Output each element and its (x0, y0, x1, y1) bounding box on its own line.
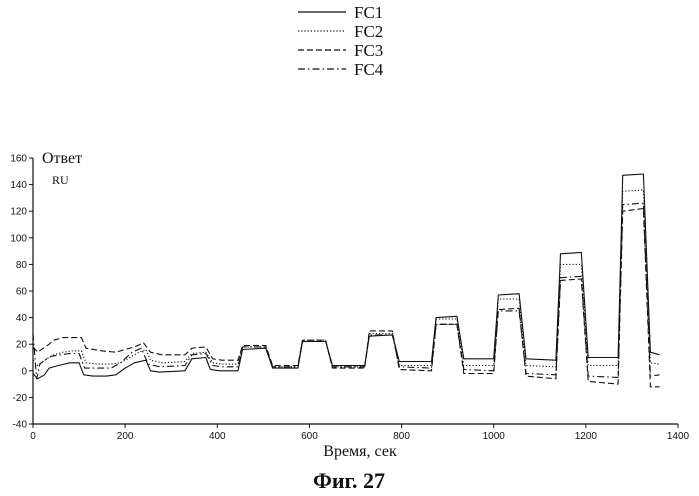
x-tick-label: 400 (209, 431, 226, 442)
legend-label-fc3: FC3 (354, 41, 383, 60)
y-tick-label: 100 (10, 233, 27, 244)
x-tick-label: 0 (30, 431, 36, 442)
y-axis-title: Ответ (42, 150, 82, 167)
series-line-fc1 (33, 174, 660, 379)
x-ticks: 0 200 400 600 800 1000 1200 1400 (30, 424, 689, 442)
series-layer (33, 174, 660, 387)
y-tick-label: -40 (13, 420, 28, 431)
legend: FC1FC2FC3FC4 (298, 3, 384, 79)
y-tick-label: 140 (10, 180, 27, 191)
legend-label-fc2: FC2 (354, 22, 383, 41)
x-tick-label: 1000 (483, 431, 506, 442)
series-line-fc2 (33, 190, 660, 367)
x-axis-title: Время, сек (323, 443, 397, 460)
y-axis-units: RU (52, 173, 69, 187)
y-tick-label: 60 (16, 287, 28, 298)
x-tick-label: 1400 (667, 431, 690, 442)
x-tick-label: 1200 (575, 431, 598, 442)
y-tick-label: 160 (10, 154, 27, 165)
legend-label-fc1: FC1 (354, 3, 383, 22)
y-ticks: -40 -20 0 20 40 60 80 100 120 140 160 (10, 154, 33, 431)
legend-label-fc4: FC4 (354, 60, 384, 79)
y-tick-label: 120 (10, 207, 27, 218)
x-tick-label: 800 (393, 431, 410, 442)
y-tick-label: 80 (16, 260, 28, 271)
figure-caption: Фиг. 27 (313, 468, 385, 493)
plot-area: -40 -20 0 20 40 60 80 100 120 140 160 0 200 400 600 80… (10, 154, 689, 443)
y-tick-label: 20 (16, 340, 28, 351)
series-line-fc4 (33, 203, 660, 379)
y-tick-label: 40 (16, 313, 28, 324)
x-tick-label: 600 (301, 431, 318, 442)
y-tick-label: 0 (21, 366, 27, 377)
x-tick-label: 200 (117, 431, 134, 442)
y-tick-label: -20 (13, 393, 28, 404)
series-line-fc3 (33, 209, 660, 387)
